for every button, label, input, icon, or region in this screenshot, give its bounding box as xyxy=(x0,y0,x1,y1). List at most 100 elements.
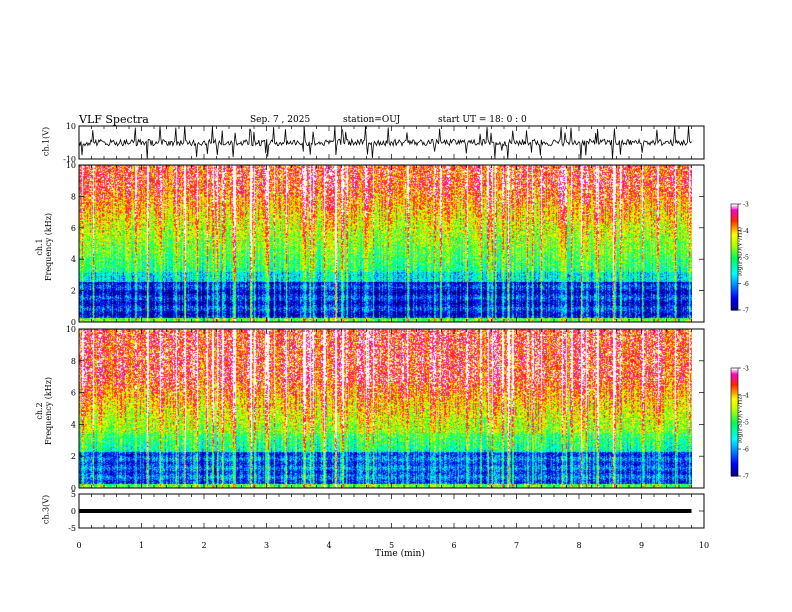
colorbar-segment xyxy=(731,371,738,374)
colorbar-segment xyxy=(731,434,738,437)
colorbar-segment xyxy=(731,420,738,423)
colorbar-segment xyxy=(731,454,738,457)
colorbar-segment xyxy=(731,306,738,309)
colorbar-segment xyxy=(731,418,738,421)
colorbar-segment xyxy=(731,450,738,454)
colorbar-segment xyxy=(731,207,738,210)
colorbar-segment xyxy=(731,281,738,285)
colorbar-segment xyxy=(731,456,738,459)
x-tick-label: 5 xyxy=(389,541,394,550)
x-axis-label: Time (min) xyxy=(375,549,425,559)
y-tick-label: -5 xyxy=(68,524,76,533)
colorbar-segment xyxy=(731,221,738,225)
colorbar-segment xyxy=(731,237,738,240)
colorbar-segment xyxy=(731,285,738,288)
ch2-spectrogram-image xyxy=(79,329,692,488)
colorbar-segment xyxy=(731,204,738,207)
colorbar-segment xyxy=(731,413,738,416)
colorbar-tick-label: -5 xyxy=(743,255,749,262)
date-label: Sep. 7 , 2025 xyxy=(250,115,311,125)
colorbar-segment xyxy=(731,386,738,389)
colorbar-segment xyxy=(731,271,738,274)
colorbar-tick-label: -6 xyxy=(743,281,749,288)
x-tick-label: 1 xyxy=(139,541,144,550)
x-tick-label: 4 xyxy=(326,541,331,550)
colorbar-segment xyxy=(731,445,738,448)
colorbar-segment xyxy=(731,246,738,249)
colorbar-segment xyxy=(731,241,738,244)
colorbar-segment xyxy=(731,429,738,432)
colorbar-segment xyxy=(731,409,738,412)
colorbar-segment xyxy=(731,212,738,216)
colorbar-segment xyxy=(731,279,738,283)
colorbar-segment xyxy=(731,265,738,269)
y-tick-label: -10 xyxy=(63,155,76,164)
x-tick-label: 6 xyxy=(451,541,456,550)
colorbar-segment xyxy=(731,414,738,418)
colorbar-segment xyxy=(731,411,738,414)
colorbar-segment xyxy=(731,465,738,468)
colorbar-segment xyxy=(731,228,738,232)
colorbar-segment xyxy=(731,308,738,311)
colorbar-segment xyxy=(731,255,738,258)
colorbar-segment xyxy=(731,301,738,304)
colorbar-segment xyxy=(731,205,738,209)
colorbar-segment xyxy=(731,242,738,246)
colorbar-tick-label: -6 xyxy=(743,447,749,454)
colorbar-segment xyxy=(731,288,738,292)
colorbar-segment xyxy=(731,248,738,251)
colorbar-tick-label: -7 xyxy=(743,474,749,481)
colorbar-segment xyxy=(731,267,738,270)
colorbar-segment xyxy=(731,219,738,223)
colorbar-segment xyxy=(731,458,738,461)
ch1-spectrogram-image xyxy=(79,165,692,322)
colorbar-segment xyxy=(731,304,738,308)
colorbar-segment xyxy=(731,226,738,230)
y-tick-label: 10 xyxy=(66,161,76,170)
colorbar-tick-label: -5 xyxy=(743,420,749,427)
colorbar-segment xyxy=(731,474,738,477)
colorbar-segment xyxy=(731,398,738,401)
colorbar-segment xyxy=(731,258,738,262)
colorbar-segment xyxy=(731,272,738,276)
colorbar-segment xyxy=(731,216,738,219)
colorbar-segment xyxy=(731,436,738,439)
x-tick-label: 9 xyxy=(639,541,644,550)
colorbar-segment xyxy=(731,260,738,263)
colorbar-segment xyxy=(731,299,738,302)
colorbar-segment xyxy=(731,377,738,380)
station-label: station=OUJ xyxy=(343,115,401,125)
colorbar-segment xyxy=(731,292,738,295)
colorbar-segment xyxy=(731,276,738,279)
colorbar-segment xyxy=(731,391,738,394)
y-tick-label: 8 xyxy=(71,357,76,366)
colorbar-segment xyxy=(731,395,738,398)
colorbar-segment xyxy=(731,463,738,466)
colorbar-segment xyxy=(731,393,738,396)
colorbar-segment xyxy=(731,468,738,472)
colorbar-segment xyxy=(731,253,738,256)
colorbar-segment xyxy=(731,302,738,306)
colorbar-segment xyxy=(731,368,738,371)
y-tick-label: 2 xyxy=(71,452,76,461)
colorbar-segment xyxy=(731,396,738,400)
colorbar-segment xyxy=(731,441,738,445)
colorbar-segment xyxy=(731,449,738,452)
colorbar-segment xyxy=(731,373,738,376)
y-tick-label: 4 xyxy=(71,420,76,429)
colorbar-segment xyxy=(731,225,738,228)
colorbar-segment xyxy=(731,369,738,373)
colorbar-segment xyxy=(731,404,738,407)
x-tick-label: 0 xyxy=(76,541,81,550)
colorbar-segment xyxy=(731,447,738,450)
colorbar-segment xyxy=(731,278,738,281)
colorbar-segment xyxy=(731,431,738,434)
y-tick-label: 8 xyxy=(71,192,76,201)
colorbar-segment xyxy=(731,283,738,286)
colorbar-segment xyxy=(731,380,738,383)
colorbar-segment xyxy=(731,443,738,446)
y-tick-label: 5 xyxy=(71,490,76,499)
colorbar-tick-label: -4 xyxy=(743,393,749,400)
colorbar-segment xyxy=(731,382,738,385)
y-tick-label: 10 xyxy=(66,325,76,334)
